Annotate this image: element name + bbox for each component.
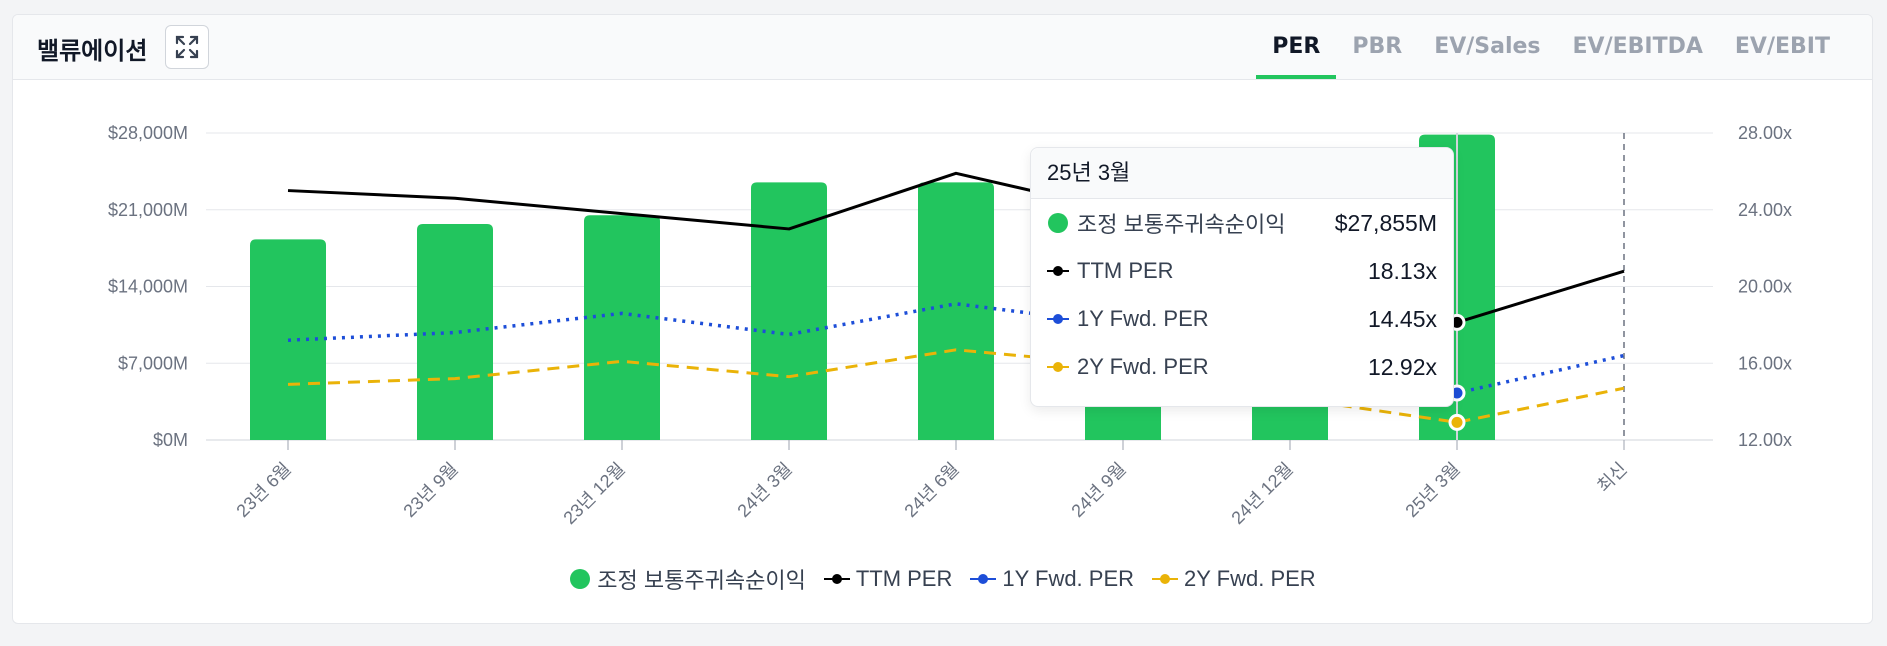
metric-tabs: PER PBR EV/Sales EV/EBITDA EV/EBIT [1256,15,1846,79]
legend-label: 1Y Fwd. PER [1002,566,1135,591]
x-tick-label: 25년 3월 [1401,459,1463,521]
y-left-tick-label: $0M [153,430,188,450]
tooltip-title: 25년 3월 [1031,148,1453,199]
tooltip-row-value: 18.13x [1367,257,1437,284]
tab-ev-ebit[interactable]: EV/EBIT [1734,34,1830,59]
x-tick-label: 24년 9월 [1067,459,1129,521]
card-header: 밸류에이션 PER PBR EV/Sales EV/EBITDA EV/EBIT [13,15,1872,80]
chart-tooltip: 25년 3월 조정 보통주귀속순이익 $27,855M TTM PER 18.1… [1030,147,1454,407]
tab-ev-sales[interactable]: EV/Sales [1434,34,1541,59]
valuation-chart: $0M $7,000M $14,000M $21,000M $28,000M 12.00x… [108,123,1792,528]
y-left-tick-label: $28,000M [108,123,188,143]
tooltip-row-fwd2: 2Y Fwd. PER 12.92x [1031,343,1453,391]
x-tick-label: 24년 3월 [733,459,795,521]
tooltip-row-value: 14.45x [1367,305,1437,332]
y-right-tick-label: 24.00x [1738,200,1792,220]
highlight-point [1448,413,1466,431]
bar-marker-icon [1048,213,1068,233]
tab-ev-ebitda[interactable]: EV/EBITDA [1572,34,1703,59]
card-title: 밸류에이션 [37,37,148,65]
legend-label: 조정 보통주귀속순이익 [597,568,806,593]
y-left-tick-label: $7,000M [118,353,188,373]
x-tick-label: 23년 12월 [559,459,628,528]
fwd1-marker-icon [970,574,997,584]
tooltip-row-name: 2Y Fwd. PER [1077,354,1209,379]
tooltip-row-name: 1Y Fwd. PER [1077,306,1209,331]
x-tick-label: 최신 [1593,459,1631,497]
tooltip-row-ttm: TTM PER 18.13x [1031,247,1453,295]
fwd1-marker-icon [1047,314,1069,324]
fwd2-marker-icon [1152,574,1179,584]
x-tick-label: 24년 12월 [1227,459,1296,528]
y-right-tick-label: 12.00x [1738,430,1792,450]
bar-marker-icon [570,569,591,589]
y-left-tick-label: $14,000M [108,277,188,297]
fwd2-marker-icon [1047,362,1069,372]
legend-item-net-income[interactable]: 조정 보통주귀속순이익 [569,563,806,595]
tooltip-row-fwd1: 1Y Fwd. PER 14.45x [1031,295,1453,343]
series-line [287,348,1625,424]
legend-item-fwd2[interactable]: 2Y Fwd. PER [1152,566,1316,592]
bar [918,182,994,440]
ttm-marker-icon [823,574,850,584]
valuation-card: 밸류에이션 PER PBR EV/Sales EV/EBITDA EV/EBIT… [12,14,1873,624]
ttm-marker-icon [1047,266,1069,276]
tooltip-row-value: $27,855M [1334,209,1437,236]
bar [584,215,660,440]
x-tick-label: 23년 6월 [232,459,294,521]
tooltip-row-value: 12.92x [1367,353,1437,380]
legend-label: TTM PER [855,566,953,591]
bar [417,224,493,440]
chart-legend: 조정 보통주귀속순이익 TTM PER 1Y Fwd. PER 2Y Fwd. … [13,563,1872,596]
y-right-tick-label: 28.00x [1738,123,1792,143]
y-right-tick-label: 20.00x [1738,277,1792,297]
expand-icon [175,35,199,59]
expand-button[interactable] [165,25,209,69]
legend-item-fwd1[interactable]: 1Y Fwd. PER [970,566,1134,592]
x-tick-label: 24년 6월 [900,459,962,521]
x-tick-label: 23년 9월 [399,459,461,521]
tab-per[interactable]: PER [1256,15,1337,79]
tooltip-row-name: 조정 보통주귀속순이익 [1077,212,1286,237]
y-left-tick-label: $21,000M [108,200,188,220]
legend-label: 2Y Fwd. PER [1184,566,1316,591]
tooltip-row-net-income: 조정 보통주귀속순이익 $27,855M [1031,199,1453,247]
legend-item-ttm[interactable]: TTM PER [823,566,953,592]
tooltip-row-name: TTM PER [1077,258,1174,283]
y-right-tick-label: 16.00x [1738,353,1792,373]
tab-pbr[interactable]: PBR [1352,34,1403,59]
